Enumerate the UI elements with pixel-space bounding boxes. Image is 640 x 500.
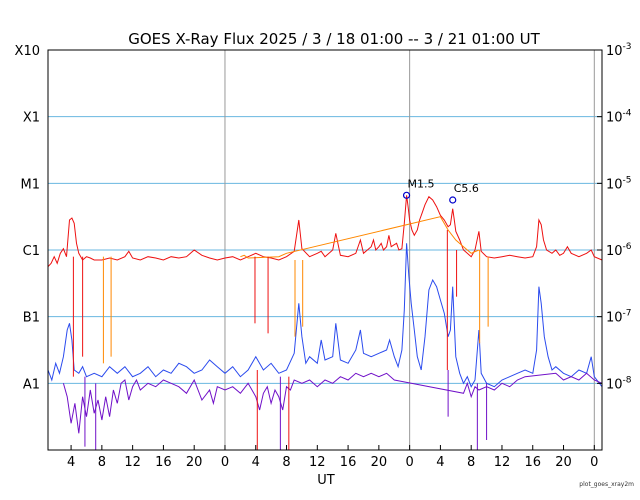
series-line — [240, 216, 480, 259]
x-axis-label: UT — [317, 473, 335, 488]
y-tick-base: 10 — [606, 244, 623, 259]
y-tick-exponent: -7 — [623, 309, 632, 319]
x-tick-label: 16 — [155, 455, 172, 470]
x-tick-label: 4 — [436, 455, 444, 470]
x-tick-label: 8 — [467, 455, 475, 470]
flare-class-label: M1 — [21, 177, 41, 192]
grid-layer — [48, 50, 602, 450]
y-tick-label: 10-6 — [606, 242, 632, 259]
x-tick-label: 16 — [524, 455, 541, 470]
x-tick-label: 12 — [494, 455, 511, 470]
x-tick-label: 20 — [186, 455, 203, 470]
x-tick-label: 8 — [282, 455, 290, 470]
y-tick-exponent: -5 — [623, 175, 632, 185]
y-tick-label: 10-4 — [606, 109, 632, 126]
x-tick-label: 8 — [98, 455, 106, 470]
y-tick-base: 10 — [606, 44, 623, 59]
series-layer — [47, 195, 603, 450]
flare-class-label: C1 — [23, 244, 40, 259]
chart-title: GOES X-Ray Flux 2025 / 3 / 18 01:00 -- 3… — [128, 30, 540, 48]
y-tick-exponent: -8 — [623, 375, 632, 385]
flare-peak-marker — [449, 196, 457, 204]
x-tick-label: 4 — [252, 455, 260, 470]
x-tick-label: 20 — [555, 455, 572, 470]
series-line — [47, 195, 603, 268]
y-tick-base: 10 — [606, 311, 623, 326]
y-tick-exponent: -6 — [623, 242, 632, 252]
x-tick-label: 0 — [221, 455, 229, 470]
flare-peak-label: M1.5 — [408, 177, 435, 190]
x-tick-label: 16 — [340, 455, 357, 470]
y-tick-exponent: -4 — [623, 109, 632, 119]
annotation-layer: M1.5 C5.6 — [402, 177, 479, 204]
y-tick-label: 10-8 — [606, 375, 632, 392]
y-tick-base: 10 — [606, 111, 623, 126]
y-tick-label: 10-5 — [606, 175, 632, 192]
y-tick-base: 10 — [606, 177, 623, 192]
y-tick-label: 10-7 — [606, 309, 632, 326]
y-tick-base: 10 — [606, 377, 623, 392]
x-tick-label: 20 — [371, 455, 388, 470]
flare-peak-marker — [402, 191, 411, 199]
y-tick-label: 10-3 — [606, 42, 632, 59]
axis-layer: 4 8 12 16 20 0 4 8 12 16 20 0 4 8 12 16 20 0 X10 X1 M1 C1 B1 A1… — [15, 42, 632, 470]
flare-class-label: A1 — [23, 377, 40, 392]
footer-credit: plot_goes_xray2m — [579, 481, 634, 488]
flare-class-label: B1 — [23, 311, 40, 326]
series-line — [47, 243, 603, 388]
x-tick-label: 4 — [67, 455, 75, 470]
series-line — [62, 372, 603, 434]
flare-peak-label: C5.6 — [454, 182, 479, 195]
x-tick-label: 0 — [405, 455, 413, 470]
y-tick-exponent: -3 — [623, 42, 632, 52]
x-tick-label: 12 — [309, 455, 326, 470]
x-tick-label: 12 — [124, 455, 141, 470]
x-tick-label: 0 — [590, 455, 598, 470]
flare-class-label: X10 — [15, 44, 40, 59]
flare-class-label: X1 — [23, 111, 40, 126]
